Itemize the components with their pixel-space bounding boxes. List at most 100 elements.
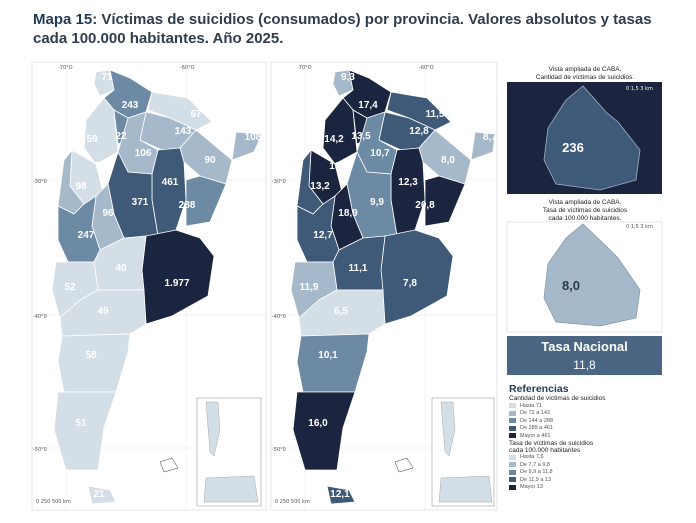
province-value-label: 98	[75, 181, 87, 192]
province-value-label: 13,5	[351, 131, 371, 142]
legend-count-swatch	[509, 410, 516, 416]
coord-lat30-right: -30°0	[272, 179, 286, 185]
prov-tierradelfuego	[87, 485, 117, 505]
legend-rate-item: Mayor 13	[509, 484, 689, 492]
province-value-label: 7,8	[403, 278, 417, 289]
province-value-label: 11,1	[349, 263, 368, 274]
legend-group2-title-1: Tasa de víctimas de suicidios	[509, 439, 594, 447]
province-value-label: 6,5	[334, 306, 348, 317]
legend-rate-label: De 9,9 a 11,8	[520, 469, 553, 476]
legend-count-swatch	[509, 418, 516, 424]
prov-santacruz-r	[292, 391, 356, 471]
scale-left: 0 250 500 km	[36, 499, 71, 505]
caba-absolute-title-1: Vista ampliada de CABA.	[549, 66, 622, 73]
legend-rate-label: De 7,7 a 9,8	[520, 461, 550, 468]
province-value-label: 11,9	[300, 282, 319, 293]
province-value-label: 108	[245, 132, 262, 143]
province-value-label: 90	[204, 155, 216, 166]
prov-tierradelfuego-r	[326, 485, 356, 505]
province-value-label: 67	[190, 109, 202, 120]
scale-caba-absolute: 0 1,5 3 km	[626, 86, 653, 92]
legend-group2-title-2: cada 100.000 habitantes	[509, 446, 581, 454]
province-value-label: 106	[135, 148, 152, 159]
province-value-label: 58	[85, 350, 97, 361]
legend-rate-item: De 7,7 a 9,8	[509, 461, 689, 469]
legend-group1-title: Cantidad de víctimas de suicidios	[509, 395, 606, 402]
map-title-text: Víctimas de suicidios (consumados) por p…	[33, 11, 652, 47]
province-value-label: 12,3	[398, 177, 418, 188]
province-value-label: 12,1	[330, 489, 350, 500]
prov-santacruz	[53, 391, 117, 471]
coord-lat30-left: -30°0	[33, 179, 47, 185]
prov-entrerios	[185, 175, 227, 227]
legend-heading: Referencias	[509, 383, 569, 395]
caba-rate-title-1: Vista ampliada de CABA.	[549, 199, 622, 206]
caba-rate-shape	[543, 223, 641, 327]
caba-absolute-value: 236	[562, 140, 584, 155]
province-value-label: 9,9	[370, 197, 384, 208]
province-value-label: 18,9	[338, 208, 358, 219]
province-value-label: 96	[102, 208, 114, 219]
province-value-label: 8,0	[441, 155, 455, 166]
legend-rate-swatch	[509, 477, 516, 483]
legend-count-item: Mayor a 461	[509, 432, 689, 440]
coord-lon60-left: -60°O	[180, 65, 195, 71]
legend-count-swatch	[509, 403, 516, 409]
province-value-label: 51	[75, 418, 87, 429]
legend-count-label: De 289 a 461	[520, 425, 554, 432]
legend-rate-swatch	[509, 462, 516, 468]
coord-lat50-right: -50°0	[272, 447, 286, 453]
province-value-label: 11,5	[426, 109, 445, 120]
coord-lat40-right: -40°0	[272, 314, 286, 320]
province-value-label: 288	[179, 200, 196, 211]
caba-absolute-shape	[543, 85, 641, 191]
caba-rate-title-3: cada 100.000 habitantes.	[548, 215, 621, 222]
province-value-label: 243	[122, 100, 139, 111]
malvinas-islands-right	[394, 457, 414, 473]
province-value-label: 17,4	[358, 100, 378, 111]
legend-rate-swatch	[509, 484, 516, 490]
map-absolute: -70°O -60°O -30°0 -40°0 -50°0 71 243 67 143…	[31, 61, 267, 511]
legend-count-item: Hasta 71	[509, 402, 689, 410]
tasa-nacional-value: 11,8	[573, 358, 596, 372]
province-value-label: 10,7	[370, 148, 390, 159]
map-rate-labels: 9,3 17,4 11,5 12,8 8,7 14,2 13,5 10,7 8,0 13,1 12,…	[300, 72, 498, 500]
map-title: Mapa 15: Víctimas de suicidios (consumad…	[33, 10, 673, 48]
legend-rate-item: De 9,9 a 11,8	[509, 469, 689, 477]
legend-count-swatch	[509, 433, 516, 439]
province-value-label: 20,8	[415, 200, 435, 211]
province-value-label: 143	[175, 126, 192, 137]
province-value-label: 12,7	[313, 230, 333, 241]
legend-rate-item: Hasta 7,6	[509, 454, 689, 462]
legend-count-item: De 144 a 288	[509, 417, 689, 425]
map-title-lead: Mapa 15:	[33, 11, 98, 28]
province-value-label: 8,7	[483, 132, 497, 143]
province-value-label: 13,1	[329, 161, 349, 172]
prov-entrerios-r	[424, 175, 466, 227]
province-value-label: 9,3	[341, 72, 355, 83]
legend-count-swatch	[509, 425, 516, 431]
prov-rionegro-r	[298, 289, 386, 337]
legend-group2: Hasta 7,6 De 7,7 a 9,8 De 9,9 a 11,8 De 11,…	[509, 454, 689, 492]
legend-rate-item: De 11,9 a 13	[509, 476, 689, 484]
prov-misiones-r	[470, 131, 496, 161]
legend-count-label: De 72 a 143	[520, 410, 550, 417]
prov-misiones	[231, 131, 263, 161]
coord-lon70-left: -70°O	[58, 65, 73, 71]
province-value-label: 71	[101, 72, 113, 83]
legend-rate-label: Hasta 7,6	[520, 454, 544, 461]
legend-count-label: Hasta 71	[520, 402, 543, 409]
province-value-label: 49	[97, 306, 109, 317]
caba-rate-value: 8,0	[562, 278, 580, 293]
legend-count-label: De 144 a 288	[520, 417, 554, 424]
legend-group1: Hasta 71 De 72 a 143 De 144 a 288 De 289 a …	[509, 402, 689, 440]
caba-absolute-title-2: Cantidad de víctimas de suicidios.	[536, 74, 634, 81]
prov-rionegro	[59, 289, 147, 337]
coord-lat50-left: -50°0	[33, 447, 47, 453]
province-value-label: 50	[95, 161, 107, 172]
province-value-label: 21	[93, 489, 105, 500]
tasa-nacional-label: Tasa Nacional	[541, 339, 628, 354]
coord-lat40-left: -40°0	[33, 314, 47, 320]
coord-lon60-right: -60°O	[419, 65, 434, 71]
